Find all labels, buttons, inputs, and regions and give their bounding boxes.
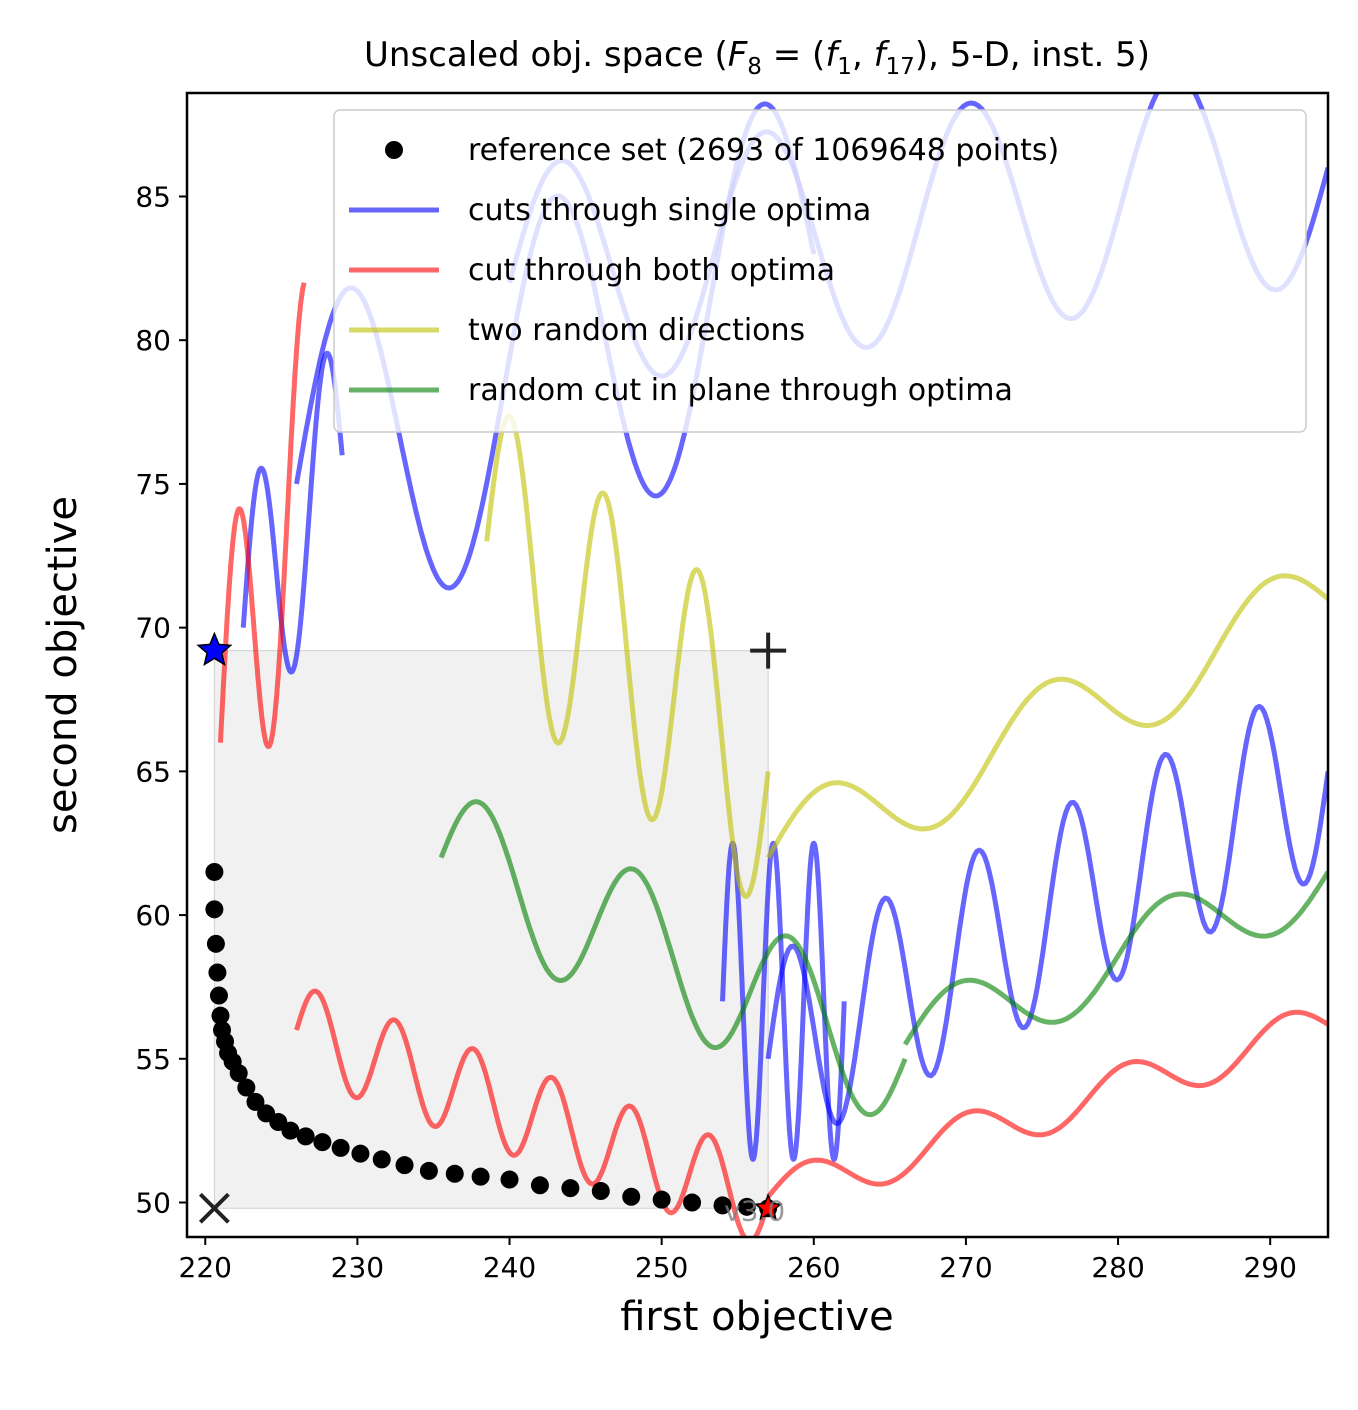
series-line-random-8 — [484, 413, 771, 899]
x-tick-label: 260 — [787, 1251, 840, 1284]
reference-point — [209, 986, 228, 1005]
ideal-point-marker — [198, 1192, 230, 1224]
y-axis-ticks: 50 55 60 65 70 75 80 85 — [135, 180, 187, 1220]
chart-title-f1-sub: 1 — [837, 54, 852, 80]
x-tick-label: 290 — [1243, 1251, 1296, 1284]
reference-point — [205, 900, 224, 919]
x-tick-label: 230 — [331, 1251, 384, 1284]
legend-box — [333, 109, 1307, 433]
chart-title: Unscaled obj. space (F8 = (f1, f17), 5-D… — [364, 35, 1150, 80]
series-line-plane-10 — [438, 799, 908, 1118]
legend-label-0: reference set (2693 of 1069648 points) — [468, 133, 1059, 168]
reference-point — [206, 934, 225, 953]
reference-point — [500, 1170, 519, 1189]
reference-point — [395, 1156, 414, 1175]
y-tick-label: 65 — [135, 755, 171, 788]
reference-point — [372, 1150, 391, 1169]
y-tick-label: 60 — [135, 899, 171, 932]
x-tick-label: 220 — [179, 1251, 232, 1284]
series-line-single-3 — [765, 703, 1328, 1127]
reference-point — [471, 1167, 490, 1186]
chart-title-f2-sub: 17 — [886, 54, 915, 80]
series-line-single-4 — [720, 840, 847, 1162]
reference-set-layer — [205, 862, 778, 1218]
marker-layer: v3.0 — [196, 631, 787, 1227]
x-tick-label: 280 — [1091, 1251, 1144, 1284]
reference-point — [229, 1064, 248, 1083]
legend-label-1: cuts through single optima — [468, 193, 871, 228]
reference-point — [205, 862, 224, 881]
reference-point — [622, 1187, 641, 1206]
series-line-both-5 — [218, 281, 307, 749]
x-tick-label: 270 — [939, 1251, 992, 1284]
series-line-plane-11 — [902, 870, 1328, 1046]
chart-title-post: ), 5-D, inst. 5) — [915, 35, 1150, 75]
legend-marker-reference-set — [385, 141, 403, 159]
chart-title-F: F — [728, 35, 748, 75]
reference-point — [737, 1197, 756, 1216]
nadir-point-marker — [750, 632, 787, 669]
x-axis-ticks: 220 230 240 250 260 270 280 290 — [179, 1237, 1297, 1284]
series-line-both-7 — [766, 1009, 1328, 1199]
reference-point — [296, 1127, 315, 1146]
y-tick-label: 70 — [135, 612, 171, 645]
y-axis-label: second objective — [40, 496, 86, 834]
dominated-region — [213, 650, 769, 1209]
axes-frame — [185, 91, 1330, 1239]
reference-point — [445, 1164, 464, 1183]
reference-point — [683, 1193, 702, 1212]
legend-label-2: cut through both optima — [468, 253, 835, 288]
legend: reference set (2693 of 1069648 points) cu… — [333, 109, 1307, 433]
chart-title-comma: , — [852, 35, 874, 75]
reference-point — [652, 1190, 671, 1209]
plot-area: v3.0 — [196, 93, 1328, 1237]
reference-point — [237, 1078, 256, 1097]
y-tick-label: 55 — [135, 1043, 171, 1076]
legend-label-4: random cut in plane through optima — [468, 373, 1013, 408]
y-tick-label: 80 — [135, 324, 171, 357]
x-tick-label: 250 — [635, 1251, 688, 1284]
reference-point — [530, 1176, 549, 1195]
reference-point — [313, 1133, 332, 1152]
y-tick-label: 85 — [135, 180, 171, 213]
chart-title-pre: Unscaled obj. space ( — [364, 35, 728, 75]
reference-point — [208, 963, 227, 982]
reference-point — [713, 1196, 732, 1215]
reference-point — [281, 1121, 300, 1140]
x-tick-label: 240 — [483, 1251, 536, 1284]
chart-title-F-sub: 8 — [747, 54, 762, 80]
reference-point — [561, 1179, 580, 1198]
y-tick-label: 50 — [135, 1187, 171, 1220]
reference-point — [211, 1006, 230, 1025]
optimum-f1-star — [196, 631, 233, 666]
series-line-random-9 — [765, 573, 1328, 859]
legend-label-3: two random directions — [468, 313, 805, 348]
series-line-both-6 — [294, 988, 771, 1237]
reference-point — [591, 1182, 610, 1201]
optimum-f2-star — [753, 1193, 783, 1221]
reference-point — [351, 1144, 370, 1163]
chart-title-mid: = ( — [762, 35, 825, 75]
y-tick-label: 75 — [135, 468, 171, 501]
x-axis-label: first objective — [620, 1294, 894, 1340]
series-line-single-0 — [240, 350, 345, 675]
reference-point — [246, 1092, 265, 1111]
reference-point — [419, 1161, 438, 1180]
reference-point — [331, 1138, 350, 1157]
version-label: v3.0 — [724, 1194, 785, 1227]
